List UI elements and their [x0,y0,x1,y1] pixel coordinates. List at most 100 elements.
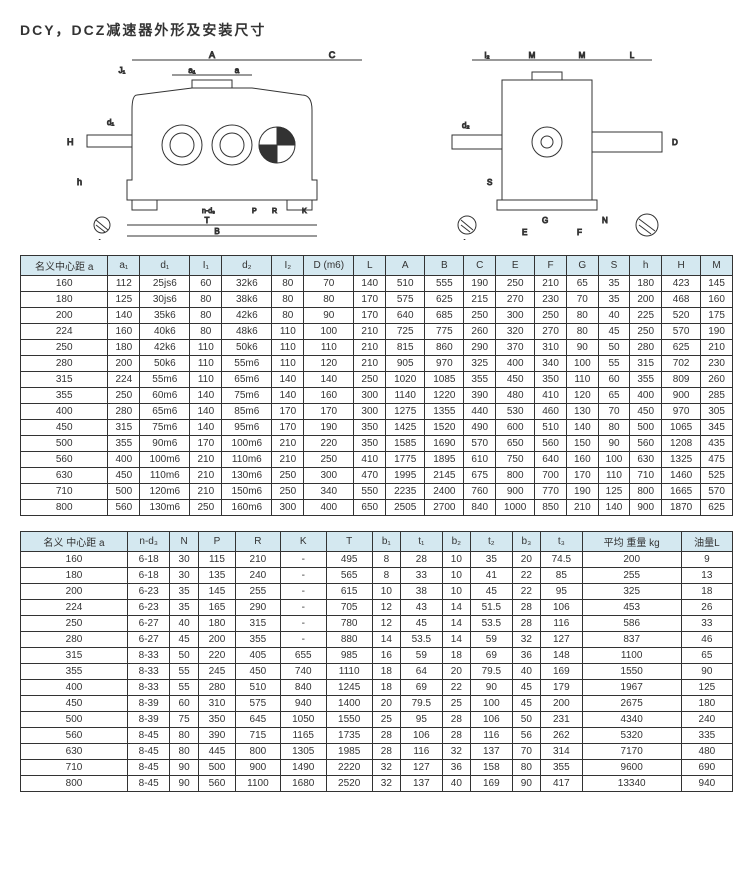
table-cell: 180 [198,616,235,632]
table-cell: 55m6 [140,372,190,388]
svg-text:N: N [602,216,608,225]
table-cell: 525 [701,468,733,484]
table-cell: 210 [566,500,598,516]
table-cell: 725 [386,324,425,340]
table-cell: 28 [372,728,400,744]
table-cell: 615 [326,584,372,600]
table-cell: 145 [701,276,733,292]
table-cell: 18 [681,584,732,600]
table-cell: 770 [535,484,567,500]
table-cell: 530 [496,404,535,420]
table-cell: - [280,568,326,584]
table-cell: 6-23 [127,600,169,616]
table-row: 45031575m614095m617019035014251520490600… [21,420,733,436]
table-cell: 450 [236,664,281,680]
table-cell: 250 [21,340,108,356]
column-header: M [701,256,733,276]
table-cell: 630 [21,744,128,760]
table-cell: 655 [280,648,326,664]
table-cell: 250 [21,616,128,632]
table-cell: 355 [630,372,662,388]
table-cell: 315 [21,648,128,664]
table-cell: 6-23 [127,584,169,600]
table-cell: 220 [304,436,354,452]
svg-text:C: C [328,50,335,60]
table-row: 710500120m6210150m6250340550223524007609… [21,484,733,500]
table-cell: 510 [236,680,281,696]
table-cell: 70 [566,292,598,308]
table-cell: 550 [354,484,386,500]
table-cell: 150 [566,436,598,452]
table-cell: 170 [304,404,354,420]
table-cell: 410 [535,388,567,404]
table-cell: 53.5 [471,616,513,632]
table-cell: 702 [662,356,701,372]
table-cell: 50 [598,340,630,356]
table-cell: 800 [630,484,662,500]
table-cell: 110 [190,340,222,356]
table-cell: 230 [535,292,567,308]
table-cell: 8-45 [127,728,169,744]
table-cell: 1550 [326,712,372,728]
table-cell: 1775 [386,452,425,468]
table-cell: 250 [272,484,304,500]
svg-text:I₂: I₂ [484,51,489,60]
table-cell: 8-39 [127,712,169,728]
table-cell: 400 [630,388,662,404]
table-cell: 80 [272,308,304,324]
table-cell: 510 [535,420,567,436]
table-cell: 6-27 [127,632,169,648]
table-cell: 1208 [662,436,701,452]
table-cell: 4340 [582,712,681,728]
table-cell: 50 [512,712,540,728]
column-header: E [496,256,535,276]
table-cell: 240 [681,712,732,728]
page-title: DCY，DCZ减速器外形及安装尺寸 [20,20,733,40]
table-cell: 35k6 [140,308,190,324]
table-cell: 390 [198,728,235,744]
table-cell: 95 [401,712,443,728]
table-cell: 80 [304,292,354,308]
table-cell: 65 [598,388,630,404]
table-cell: 50k6 [222,340,272,356]
table-cell: 560 [535,436,567,452]
table-cell: 165 [198,600,235,616]
table-cell: 80 [598,420,630,436]
table-cell: 170 [190,436,222,452]
table-cell: 32k6 [222,276,272,292]
table-cell: 28 [512,616,540,632]
table-cell: 127 [541,632,583,648]
table-cell: 224 [21,600,128,616]
table-cell: 260 [701,372,733,388]
table-cell: 45 [598,324,630,340]
table-cell: 560 [108,500,140,516]
table-cell: 860 [425,340,464,356]
table-cell: 2145 [425,468,464,484]
table-cell: 575 [386,292,425,308]
table-cell: 59 [401,648,443,664]
table-cell: 30 [170,552,198,568]
table-cell: 20 [512,552,540,568]
svg-text:E: E [522,228,527,237]
table-cell: 9 [681,552,732,568]
table-cell: - [280,616,326,632]
table-cell: 200 [21,308,108,324]
table-cell: 1735 [326,728,372,744]
table-cell: 453 [582,600,681,616]
table-cell: 80 [190,292,222,308]
table-cell: 95 [541,584,583,600]
svg-text:a₁: a₁ [188,66,195,75]
table-cell: 32 [442,744,470,760]
svg-text:K: K [302,208,307,215]
table-cell: 270 [535,324,567,340]
svg-text:H: H [67,137,74,147]
table-cell: 1355 [425,404,464,420]
dimensions-table-2: 名义 中心距 an-d₃NPRKTb₁t₁b₂t₂b₃t₃平均 重量 kg油量L… [20,531,733,792]
table-cell: 315 [21,372,108,388]
table-cell: 170 [566,468,598,484]
table-cell: 6-27 [127,616,169,632]
column-header: A [386,256,425,276]
table-row: 5608-45803907151165173528106281165626253… [21,728,733,744]
table-cell: 355 [108,436,140,452]
table-cell: 250 [304,452,354,468]
